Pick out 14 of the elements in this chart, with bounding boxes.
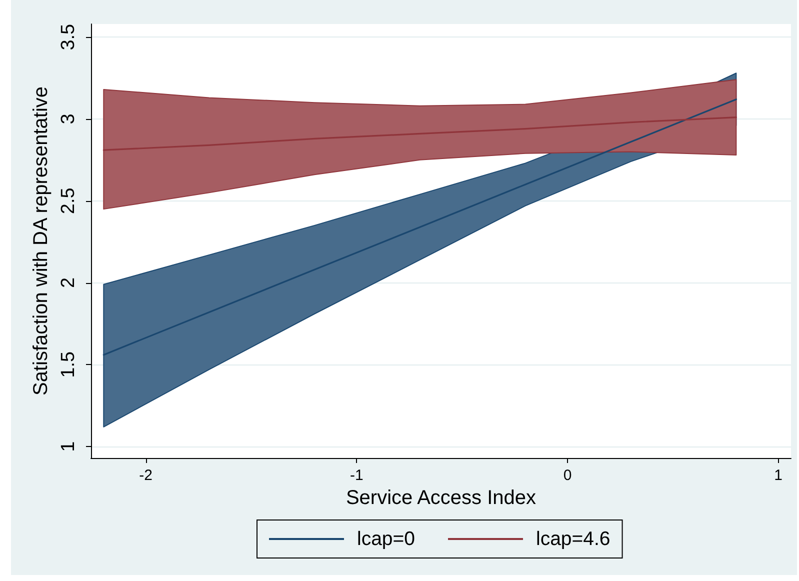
legend-label: lcap=4.6 (536, 528, 610, 550)
y-tick-label: 2.5 (58, 188, 79, 214)
y-tick-label: 2 (58, 277, 79, 288)
legend-label: lcap=0 (357, 528, 416, 550)
y-axis-title: Satisfaction with DA representative (30, 86, 52, 396)
x-tick-label: 1 (774, 467, 783, 484)
x-tick-label: -2 (139, 467, 152, 484)
y-tick-label: 3.5 (58, 24, 79, 50)
y-tick-label: 1 (58, 441, 79, 452)
x-axis-title: Service Access Index (346, 486, 536, 509)
x-tick-label: 0 (563, 467, 572, 484)
x-tick-label: -1 (350, 467, 364, 484)
y-tick-label: 3 (58, 114, 79, 124)
y-tick-label: 1.5 (58, 351, 79, 378)
